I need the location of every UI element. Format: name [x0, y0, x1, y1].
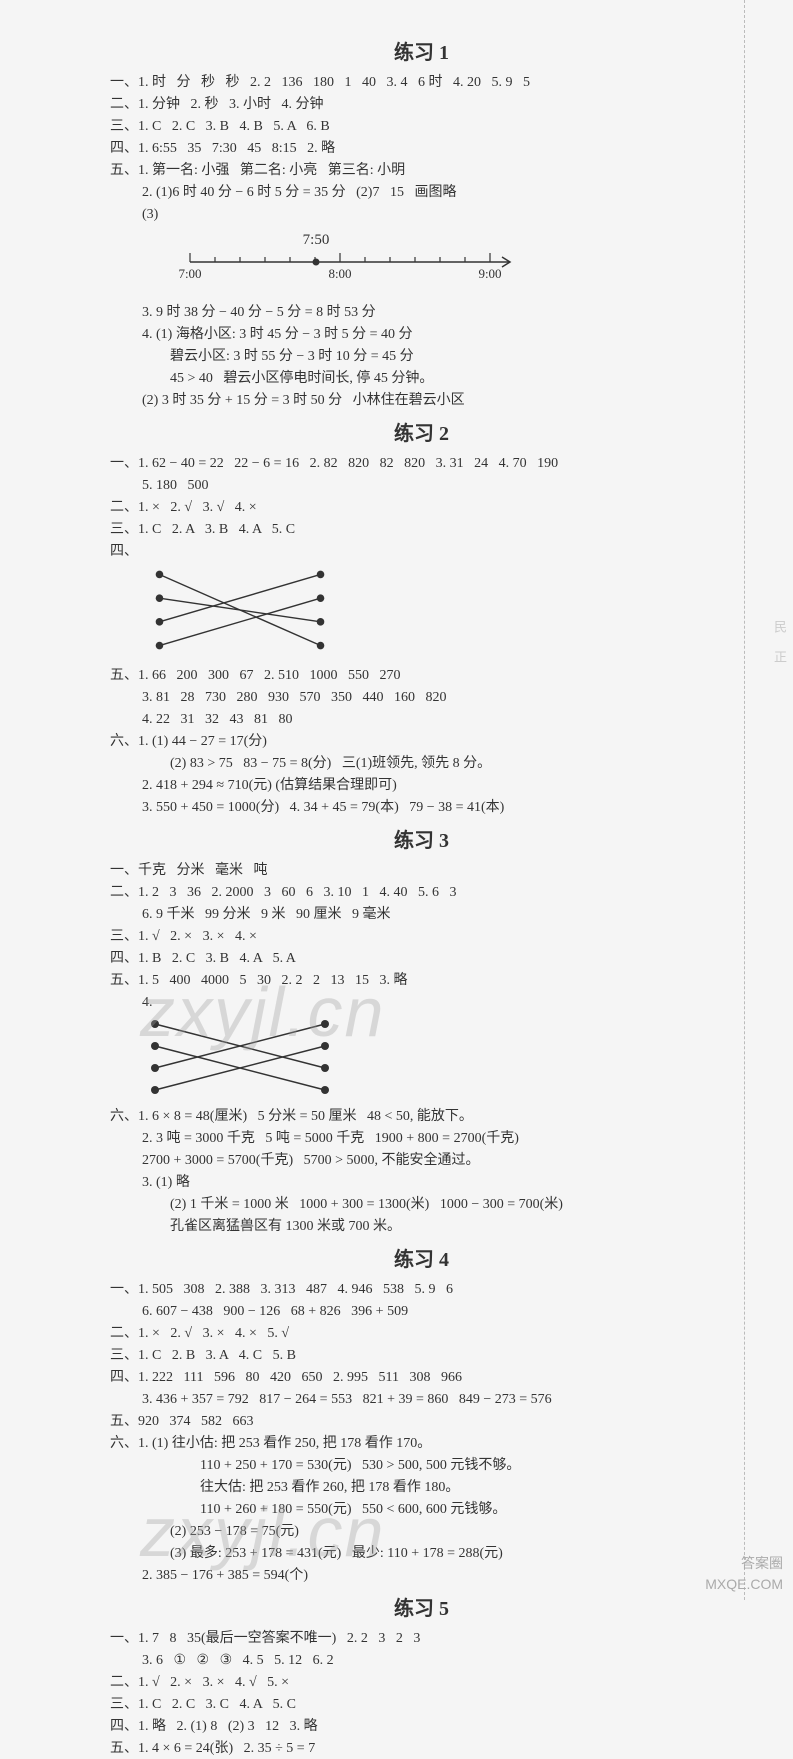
p4-line-1b: 6. 607 − 438 900 − 126 68 + 826 396 + 50…: [110, 1301, 733, 1322]
practice-2: 一、1. 62 − 40 = 22 22 − 6 = 16 2. 82 820 …: [110, 453, 733, 818]
p1-line-1: 一、1. 时 分 秒 秒 2. 2 136 180 1 40 3. 4 6 时 …: [110, 72, 733, 93]
p4-line-5: 3. 436 + 357 = 792 817 − 264 = 553 821 +…: [110, 1389, 733, 1410]
practice-3: 一、千克 分米 毫米 吨 二、1. 2 3 36 2. 2000 3 60 6 …: [110, 860, 733, 1237]
crossing-diagram-2: [140, 1016, 340, 1096]
corner-logo-line-2: MXQE.COM: [705, 1574, 783, 1595]
p3-line-11: 孔雀区离猛兽区有 1300 米或 700 米。: [110, 1216, 733, 1237]
p4-line-2: 二、1. × 2. √ 3. × 4. × 5. √: [110, 1323, 733, 1344]
p3-line-8: 2700 + 3000 = 5700(千克) 5700 > 5000, 不能安全…: [110, 1150, 733, 1171]
section-title-1: 练习 1: [110, 38, 733, 68]
p4-line-3: 三、1. C 2. B 3. A 4. C 5. B: [110, 1345, 733, 1366]
p4-line-12: (3) 最多: 253 + 178 = 431(元) 最少: 110 + 178…: [110, 1543, 733, 1564]
p2-line-4: 四、: [110, 541, 733, 562]
p3-line-7: 2. 3 吨 = 3000 千克 5 吨 = 5000 千克 1900 + 80…: [110, 1128, 733, 1149]
p2-line-5: 五、1. 66 200 300 67 2. 510 1000 550 270: [110, 665, 733, 686]
p2-line-10: 2. 418 + 294 ≈ 710(元) (估算结果合理即可): [110, 775, 733, 796]
p1-line-4: 四、1. 6:55 35 7:30 45 8:15 2. 略: [110, 138, 733, 159]
svg-text:9:00: 9:00: [478, 266, 501, 281]
p4-line-7: 六、1. (1) 往小估: 把 253 看作 250, 把 178 看作 170…: [110, 1433, 733, 1454]
side-text-1: 民: [770, 620, 790, 633]
p3-line-3: 三、1. √ 2. × 3. × 4. ×: [110, 926, 733, 947]
p2-line-8: 六、1. (1) 44 − 27 = 17(分): [110, 731, 733, 752]
p2-line-1b: 5. 180 500: [110, 475, 733, 496]
p4-line-1: 一、1. 505 308 2. 388 3. 313 487 4. 946 53…: [110, 1279, 733, 1300]
p2-line-11: 3. 550 + 450 = 1000(分) 4. 34 + 45 = 79(本…: [110, 797, 733, 818]
p4-line-11: (2) 253 − 178 = 75(元): [110, 1521, 733, 1542]
crossing-diagram-1: [140, 565, 340, 655]
svg-text:7:50: 7:50: [303, 232, 330, 248]
p5-line-2: 3. 6 ① ② ③ 4. 5 5. 12 6. 2: [110, 1650, 733, 1671]
p5-line-6: 五、1. 4 × 6 = 24(张) 2. 35 ÷ 5 = 7: [110, 1738, 733, 1759]
p1-line-5: 五、1. 第一名: 小强 第二名: 小亮 第三名: 小明: [110, 160, 733, 181]
section-title-2: 练习 2: [110, 419, 733, 449]
p1-line-2: 二、1. 分钟 2. 秒 3. 小时 4. 分钟: [110, 94, 733, 115]
svg-text:8:00: 8:00: [328, 266, 351, 281]
p2-line-6: 3. 81 28 730 280 930 570 350 440 160 820: [110, 687, 733, 708]
p2-line-3: 三、1. C 2. A 3. B 4. A 5. C: [110, 519, 733, 540]
p4-line-4: 四、1. 222 111 596 80 420 650 2. 995 511 3…: [110, 1367, 733, 1388]
p1-line-3: 三、1. C 2. C 3. B 4. B 5. A 6. B: [110, 116, 733, 137]
p3-line-5b: 4.: [110, 992, 733, 1013]
p5-line-1: 一、1. 7 8 35(最后一空答案不唯一) 2. 2 3 2 3: [110, 1628, 733, 1649]
p1-line-11: 45 > 40 碧云小区停电时间长, 停 45 分钟。: [110, 368, 733, 389]
p1-line-7: (3): [110, 204, 733, 225]
p2-line-2: 二、1. × 2. √ 3. √ 4. ×: [110, 497, 733, 518]
p5-line-3: 二、1. √ 2. × 3. × 4. √ 5. ×: [110, 1672, 733, 1693]
p3-line-4: 四、1. B 2. C 3. B 4. A 5. A: [110, 948, 733, 969]
p2-line-1: 一、1. 62 − 40 = 22 22 − 6 = 16 2. 82 820 …: [110, 453, 733, 474]
p3-line-10: (2) 1 千米 = 1000 米 1000 + 300 = 1300(米) 1…: [110, 1194, 733, 1215]
p3-line-9: 3. (1) 略: [110, 1172, 733, 1193]
p4-line-10: 110 + 260 + 180 = 550(元) 550 < 600, 600 …: [110, 1499, 733, 1520]
p3-line-6: 六、1. 6 × 8 = 48(厘米) 5 分米 = 50 厘米 48 < 50…: [110, 1106, 733, 1127]
p5-line-5: 四、1. 略 2. (1) 8 (2) 3 12 3. 略: [110, 1716, 733, 1737]
side-text-2: 正: [770, 650, 790, 663]
p1-line-12: (2) 3 时 35 分 + 15 分 = 3 时 50 分 小林住在碧云小区: [110, 390, 733, 411]
p1-line-6: 2. (1)6 时 40 分 − 6 时 5 分 = 35 分 (2)7 15 …: [110, 182, 733, 203]
practice-5: 一、1. 7 8 35(最后一空答案不唯一) 2. 2 3 2 3 3. 6 ①…: [110, 1628, 733, 1759]
practice-1: 一、1. 时 分 秒 秒 2. 2 136 180 1 40 3. 4 6 时 …: [110, 72, 733, 411]
svg-text:7:00: 7:00: [178, 266, 201, 281]
right-dashed-divider: [744, 0, 745, 1600]
p1-line-10: 碧云小区: 3 时 55 分 − 3 时 10 分 = 45 分: [110, 346, 733, 367]
p2-line-7: 4. 22 31 32 43 81 80: [110, 709, 733, 730]
p1-line-8: 3. 9 时 38 分 − 40 分 − 5 分 = 8 时 53 分: [110, 302, 733, 323]
p4-line-9: 往大估: 把 253 看作 260, 把 178 看作 180。: [110, 1477, 733, 1498]
section-title-3: 练习 3: [110, 826, 733, 856]
p3-line-2: 二、1. 2 3 36 2. 2000 3 60 6 3. 10 1 4. 40…: [110, 882, 733, 903]
section-title-5: 练习 5: [110, 1594, 733, 1624]
corner-logo: 答案圈 MXQE.COM: [705, 1553, 783, 1595]
section-title-4: 练习 4: [110, 1245, 733, 1275]
corner-logo-line-1: 答案圈: [705, 1553, 783, 1574]
p3-line-5: 五、1. 5 400 4000 5 30 2. 2 2 13 15 3. 略: [110, 970, 733, 991]
p4-line-13: 2. 385 − 176 + 385 = 594(个): [110, 1565, 733, 1586]
timeline-diagram: 7:00 8:00 9:00 7:50: [170, 230, 530, 290]
p1-line-9: 4. (1) 海格小区: 3 时 45 分 − 3 时 5 分 = 40 分: [110, 324, 733, 345]
p2-line-9: (2) 83 > 75 83 − 75 = 8(分) 三(1)班领先, 领先 8…: [110, 753, 733, 774]
practice-4: 一、1. 505 308 2. 388 3. 313 487 4. 946 53…: [110, 1279, 733, 1586]
p4-line-6: 五、920 374 582 663: [110, 1411, 733, 1432]
p4-line-8: 110 + 250 + 170 = 530(元) 530 > 500, 500 …: [110, 1455, 733, 1476]
p5-line-4: 三、1. C 2. C 3. C 4. A 5. C: [110, 1694, 733, 1715]
p3-line-1: 一、千克 分米 毫米 吨: [110, 860, 733, 881]
p3-line-2b: 6. 9 千米 99 分米 9 米 90 厘米 9 毫米: [110, 904, 733, 925]
